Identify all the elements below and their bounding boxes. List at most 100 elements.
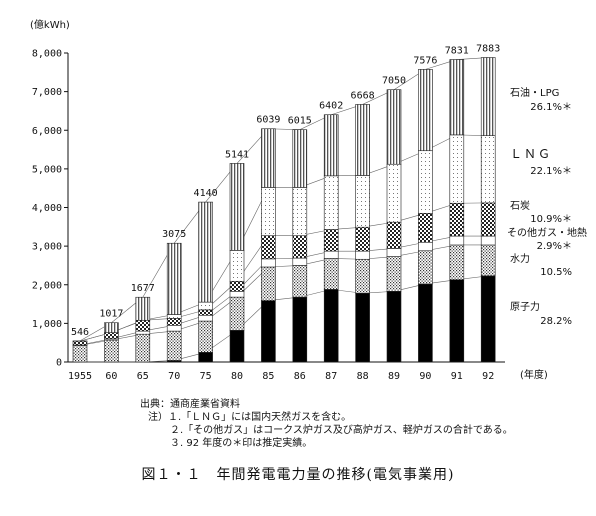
bar-segment: [104, 322, 119, 333]
bar-segment: [418, 250, 433, 285]
x-tick-label: 90: [419, 371, 431, 382]
legend-entry-name: 原子力: [510, 300, 540, 313]
bar-segment: [229, 163, 245, 251]
y-tick-label: 2,000: [32, 280, 62, 291]
bar-segment: [449, 279, 465, 363]
total-label: 6039: [256, 115, 280, 126]
bar-segment: [418, 212, 433, 243]
bar-segment: [292, 257, 308, 266]
note-2: ２.「その他ガス」はコークス炉ガス及び高炉ガス、軽炉ガスの合計である。: [170, 425, 513, 436]
bar-segment: [480, 135, 496, 204]
y-tick-label: 7,000: [32, 87, 62, 98]
x-tick-label: 92: [482, 371, 494, 382]
bar-segment: [198, 309, 213, 316]
labels: 546 1017 1677 3075 4140 5141 6039 6015 6402 6668 7…: [71, 44, 500, 338]
bar-segment: [292, 187, 308, 236]
bar-segment: [323, 114, 339, 177]
bar-segment: [198, 314, 213, 322]
bar-segment: [166, 318, 182, 326]
x-tick-label: 75: [200, 371, 212, 382]
bar-segment: [72, 345, 88, 363]
source-note: 出典：通商産業省資料: [140, 399, 240, 410]
bar-segment: [418, 283, 433, 363]
bar-segment: [292, 235, 308, 259]
bar-segment: [72, 340, 88, 346]
total-label: 1677: [131, 283, 155, 294]
bar-segment: [323, 175, 339, 230]
bar-segment: [449, 202, 465, 237]
bar-segment: [229, 250, 245, 282]
x-tick-label: 1955: [68, 371, 92, 382]
bar-segment: [166, 330, 182, 361]
bar-segment: [355, 258, 370, 294]
bar-segment: [261, 187, 276, 236]
bar-segment: [323, 258, 339, 290]
bar-segment: [135, 330, 151, 335]
bar-segment: [292, 129, 308, 188]
bar-segment: [355, 292, 370, 363]
bar-segment: [229, 330, 245, 363]
bar-segment: [104, 332, 119, 340]
bar-segment: [229, 280, 245, 292]
y-tick-label: 3,000: [32, 242, 62, 253]
bar-segment: [323, 229, 339, 252]
chart-title: 図１・１ 年間発電電力量の推移(電気事業用): [141, 467, 455, 483]
x-axis-label: (年度): [520, 368, 548, 381]
bar-segment: [386, 248, 402, 257]
legend-entry-name: その他ガス・地熱: [507, 226, 587, 239]
legend-entry-share: 26.1%＊: [530, 102, 572, 113]
bar-segment: [418, 241, 433, 252]
bar-segment: [480, 57, 496, 136]
bar-segment: [480, 235, 496, 246]
bar-segment: [261, 128, 276, 188]
bar-segment: [449, 235, 465, 246]
bar-segment: [166, 242, 182, 315]
y-tick-label: 8,000: [32, 49, 62, 60]
x-tick-label: 85: [262, 371, 274, 382]
bar-segment: [418, 69, 433, 152]
notes: 出典：通商産業省資料 注）１.「ＬＮＧ」には国内天然ガスを含む。 ２.「その他ガ…: [140, 398, 513, 450]
bar-segment: [449, 59, 465, 136]
bar-segment: [386, 256, 402, 292]
bar-segment: [355, 250, 370, 260]
bar-segment: [261, 258, 276, 268]
bars: [72, 57, 496, 363]
bar-segment: [166, 325, 182, 332]
y-tick-label: 0: [56, 358, 62, 369]
legend-entry-share: 2.9%＊: [537, 241, 572, 252]
bar-segment: [355, 226, 370, 252]
bar-segment: [386, 89, 402, 165]
x-tick-label: 80: [231, 371, 243, 382]
bar-segment: [198, 320, 213, 353]
bar-segment: [135, 296, 151, 321]
y-tick-label: 1,000: [32, 319, 62, 330]
bar-segment: [480, 244, 496, 277]
bar-segment: [292, 296, 308, 363]
bar-segment: [323, 289, 339, 363]
stacked-bar-chart: 0 1,000 2,000 3,000 4,000 5,000 6,000 7,000 8,00…: [30, 18, 587, 382]
total-label: 7831: [445, 46, 469, 57]
total-label: 6015: [288, 116, 312, 127]
legend-entry-name: 石炭: [510, 200, 530, 212]
legend-entry-share: 22.1%＊: [530, 166, 572, 177]
bar-segment: [104, 339, 119, 363]
bar-segment: [355, 104, 370, 176]
legend-entry-share: 10.9%＊: [530, 214, 572, 225]
bar-segment: [166, 314, 182, 319]
total-label: 7576: [413, 55, 437, 66]
bar-segment: [198, 301, 213, 311]
axes: 0 1,000 2,000 3,000 4,000 5,000 6,000 7,000 8,00…: [32, 49, 505, 382]
total-label: 7050: [382, 76, 406, 87]
bar-segment: [261, 235, 276, 260]
bar-segment: [449, 134, 465, 204]
bar-segment: [480, 275, 496, 363]
bar-segment: [355, 175, 370, 228]
bar-segment: [323, 250, 339, 259]
x-tick-label: 91: [451, 371, 463, 382]
legend-entry-share: 10.5%: [540, 267, 572, 278]
bar-segment: [418, 150, 433, 214]
bar-segment: [449, 244, 465, 281]
note-1: 注）１.「ＬＮＧ」には国内天然ガスを含む。: [148, 412, 352, 423]
note-3: ３. 92 年度の＊印は推定実績。: [170, 438, 313, 449]
